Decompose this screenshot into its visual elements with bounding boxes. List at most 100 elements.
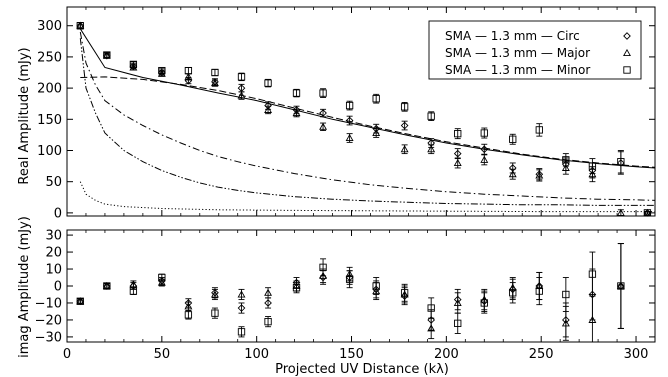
bottom-point-square bbox=[264, 317, 272, 326]
top-point-square bbox=[319, 89, 327, 97]
top-point-square bbox=[264, 79, 272, 87]
bottom-point-triangle bbox=[157, 278, 166, 286]
bottom-x-tick-label: 150 bbox=[339, 347, 364, 362]
bottom-point-triangle bbox=[184, 302, 193, 310]
top-point-triangle bbox=[400, 145, 409, 153]
top-y-axis-label: Real Amplitude (mJy) bbox=[17, 47, 32, 184]
bottom-plot-frame bbox=[66, 229, 656, 343]
top-model-curve-dashdot bbox=[79, 31, 656, 201]
bottom-series-diamond bbox=[76, 243, 625, 338]
bottom-y-tick-label: 0 bbox=[54, 280, 62, 295]
bottom-point-diamond bbox=[264, 299, 272, 307]
bottom-x-tick-label: 0 bbox=[63, 347, 71, 362]
top-point-triangle bbox=[427, 145, 436, 153]
top-point-triangle bbox=[184, 72, 193, 80]
bottom-point-square bbox=[129, 287, 138, 295]
top-point-triangle bbox=[480, 155, 489, 163]
top-point-square bbox=[427, 112, 435, 120]
top-point-square bbox=[184, 66, 193, 75]
x-axis-label: Projected UV Distance (kλ) bbox=[275, 362, 449, 377]
bottom-point-diamond bbox=[237, 304, 246, 312]
top-point-diamond bbox=[345, 116, 354, 125]
top-point-triangle bbox=[237, 91, 246, 99]
bottom-point-square bbox=[211, 309, 219, 317]
top-y-tick-label: 300 bbox=[37, 19, 62, 34]
top-point-diamond bbox=[237, 84, 246, 92]
top-point-diamond bbox=[400, 121, 409, 130]
top-point-square bbox=[103, 51, 111, 59]
top-point-square bbox=[158, 66, 166, 75]
bottom-y-tick-label: −20 bbox=[35, 313, 62, 328]
top-point-square bbox=[588, 162, 597, 170]
bottom-point-square bbox=[427, 304, 435, 312]
top-point-triangle bbox=[508, 170, 517, 178]
top-model-curve-dashdotdot bbox=[79, 38, 655, 206]
legend-label-triangle: SMA — 1.3 mm — Major bbox=[445, 46, 590, 60]
top-point-square bbox=[345, 101, 354, 110]
top-point-square bbox=[372, 95, 380, 103]
bottom-point-triangle bbox=[561, 319, 570, 327]
top-y-tick-label: 150 bbox=[37, 113, 62, 128]
top-point-square bbox=[129, 60, 138, 69]
top-point-square bbox=[480, 129, 488, 137]
bottom-point-triangle bbox=[588, 315, 597, 323]
top-point-triangle bbox=[616, 208, 625, 216]
top-point-diamond bbox=[453, 149, 462, 158]
bottom-y-axis-label: imag Amplitude (mJy) bbox=[17, 216, 32, 358]
top-point-square bbox=[211, 68, 219, 77]
top-point-triangle bbox=[319, 122, 328, 130]
bottom-point-square bbox=[454, 319, 462, 327]
bottom-x-tick-label: 200 bbox=[434, 347, 459, 362]
legend-marker-triangle bbox=[623, 48, 631, 57]
bottom-point-square bbox=[400, 289, 409, 297]
top-point-diamond bbox=[480, 145, 489, 154]
bottom-point-triangle bbox=[427, 324, 436, 332]
top-point-square bbox=[562, 156, 570, 164]
top-point-triangle bbox=[345, 133, 354, 142]
bottom-point-square bbox=[588, 270, 597, 278]
bottom-point-square bbox=[345, 275, 354, 283]
bottom-point-square bbox=[184, 311, 193, 319]
bottom-point-triangle bbox=[210, 290, 219, 298]
top-model-curve-solid bbox=[79, 28, 656, 169]
bottom-point-square bbox=[76, 297, 84, 305]
legend: SMA — 1.3 mm — Circ SMA — 1.3 mm — Major S… bbox=[428, 20, 642, 80]
top-model-curve-dashed bbox=[80, 76, 656, 168]
top-point-triangle bbox=[210, 78, 219, 87]
bottom-y-tick-label: −30 bbox=[35, 330, 62, 345]
top-point-triangle bbox=[453, 158, 462, 166]
top-point-triangle bbox=[535, 171, 544, 179]
legend-label-square: SMA — 1.3 mm — Minor bbox=[445, 63, 590, 77]
legend-marker-diamond bbox=[623, 32, 631, 40]
bottom-y-tick-label: −10 bbox=[35, 296, 62, 311]
bottom-point-square bbox=[562, 290, 570, 299]
bottom-point-triangle bbox=[453, 298, 462, 306]
bottom-x-tick-label: 50 bbox=[154, 347, 171, 362]
bottom-point-square bbox=[158, 273, 166, 282]
top-model-curve-dotted bbox=[79, 181, 655, 213]
bottom-point-square bbox=[372, 282, 380, 290]
bottom-y-tick-label: 10 bbox=[45, 263, 62, 278]
top-y-tick-label: 200 bbox=[37, 82, 62, 97]
top-point-square bbox=[535, 126, 543, 134]
legend-label-diamond: SMA — 1.3 mm — Circ bbox=[445, 29, 580, 43]
bottom-x-tick-label: 300 bbox=[624, 347, 649, 362]
top-point-square bbox=[509, 135, 517, 143]
bottom-point-triangle bbox=[237, 290, 246, 298]
bottom-point-square bbox=[617, 282, 625, 290]
top-y-tick-label: 100 bbox=[37, 144, 62, 159]
top-point-square bbox=[617, 158, 625, 166]
top-y-tick-label: 50 bbox=[45, 175, 62, 190]
top-point-triangle bbox=[264, 105, 273, 113]
bottom-point-square bbox=[535, 287, 543, 295]
bottom-point-square bbox=[103, 282, 111, 290]
top-point-square bbox=[76, 22, 84, 30]
top-y-tick-label: 250 bbox=[37, 50, 62, 65]
bottom-y-tick-label: 20 bbox=[45, 246, 62, 261]
top-series-square bbox=[76, 22, 652, 217]
bottom-series-triangle bbox=[76, 243, 625, 343]
bottom-x-tick-label: 250 bbox=[529, 347, 554, 362]
